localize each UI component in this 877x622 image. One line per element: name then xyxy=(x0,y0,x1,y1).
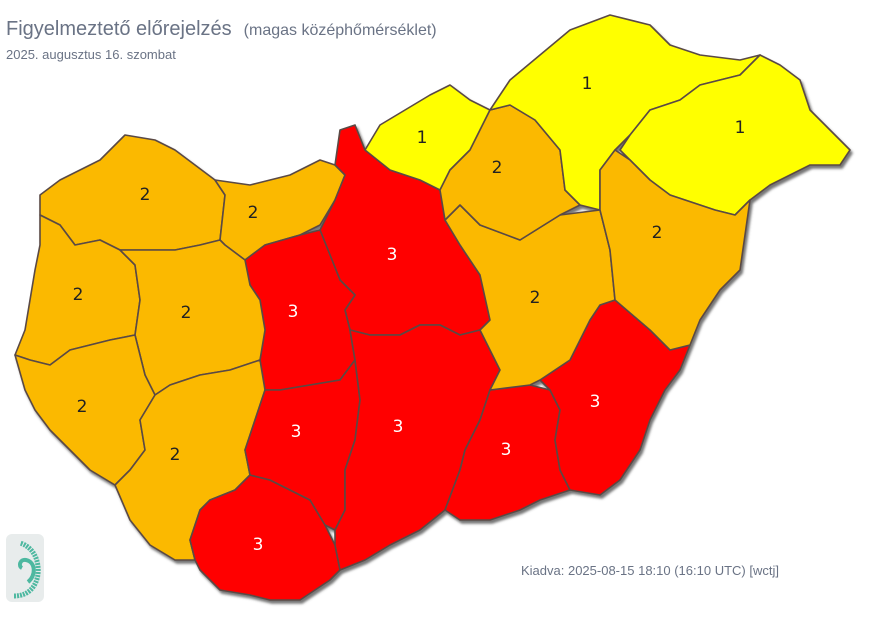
county-hajdu-bihar[interactable] xyxy=(599,149,751,351)
warning-level-label: 1 xyxy=(582,74,593,94)
warning-level-label: 3 xyxy=(288,302,299,322)
warning-level-label: 2 xyxy=(170,445,181,465)
warning-level-label: 1 xyxy=(735,118,746,138)
warning-level-label: 2 xyxy=(248,203,259,223)
swirl-logo-icon xyxy=(13,540,41,599)
warning-level-label: 3 xyxy=(501,440,512,460)
warning-level-label: 3 xyxy=(393,417,404,437)
warning-level-label: 2 xyxy=(652,223,663,243)
warning-level-label: 3 xyxy=(590,392,601,412)
met-service-logo xyxy=(6,534,44,602)
map-title: Figyelmeztető előrejelzés (magas középhőm… xyxy=(6,18,437,41)
warning-level-label: 2 xyxy=(181,303,192,323)
warning-level-label: 3 xyxy=(253,535,264,555)
issued-timestamp: Kiadva: 2025-08-15 18:10 (16:10 UTC) [wc… xyxy=(521,563,779,578)
warning-level-label: 3 xyxy=(387,245,398,265)
warning-level-label: 1 xyxy=(417,128,428,148)
warning-level-label: 2 xyxy=(492,158,503,178)
warning-level-label: 2 xyxy=(140,185,151,205)
forecast-date: 2025. augusztus 16. szombat xyxy=(6,47,176,62)
warning-level-label: 2 xyxy=(530,288,541,308)
title-text: Figyelmeztető előrejelzés xyxy=(6,18,232,40)
warning-level-label: 2 xyxy=(77,397,88,417)
title-subtitle: (magas középhőmérséklet) xyxy=(243,22,437,39)
county-gyor-moson-sopron[interactable] xyxy=(39,134,226,251)
warning-level-label: 3 xyxy=(291,422,302,442)
warning-level-label: 2 xyxy=(73,285,84,305)
